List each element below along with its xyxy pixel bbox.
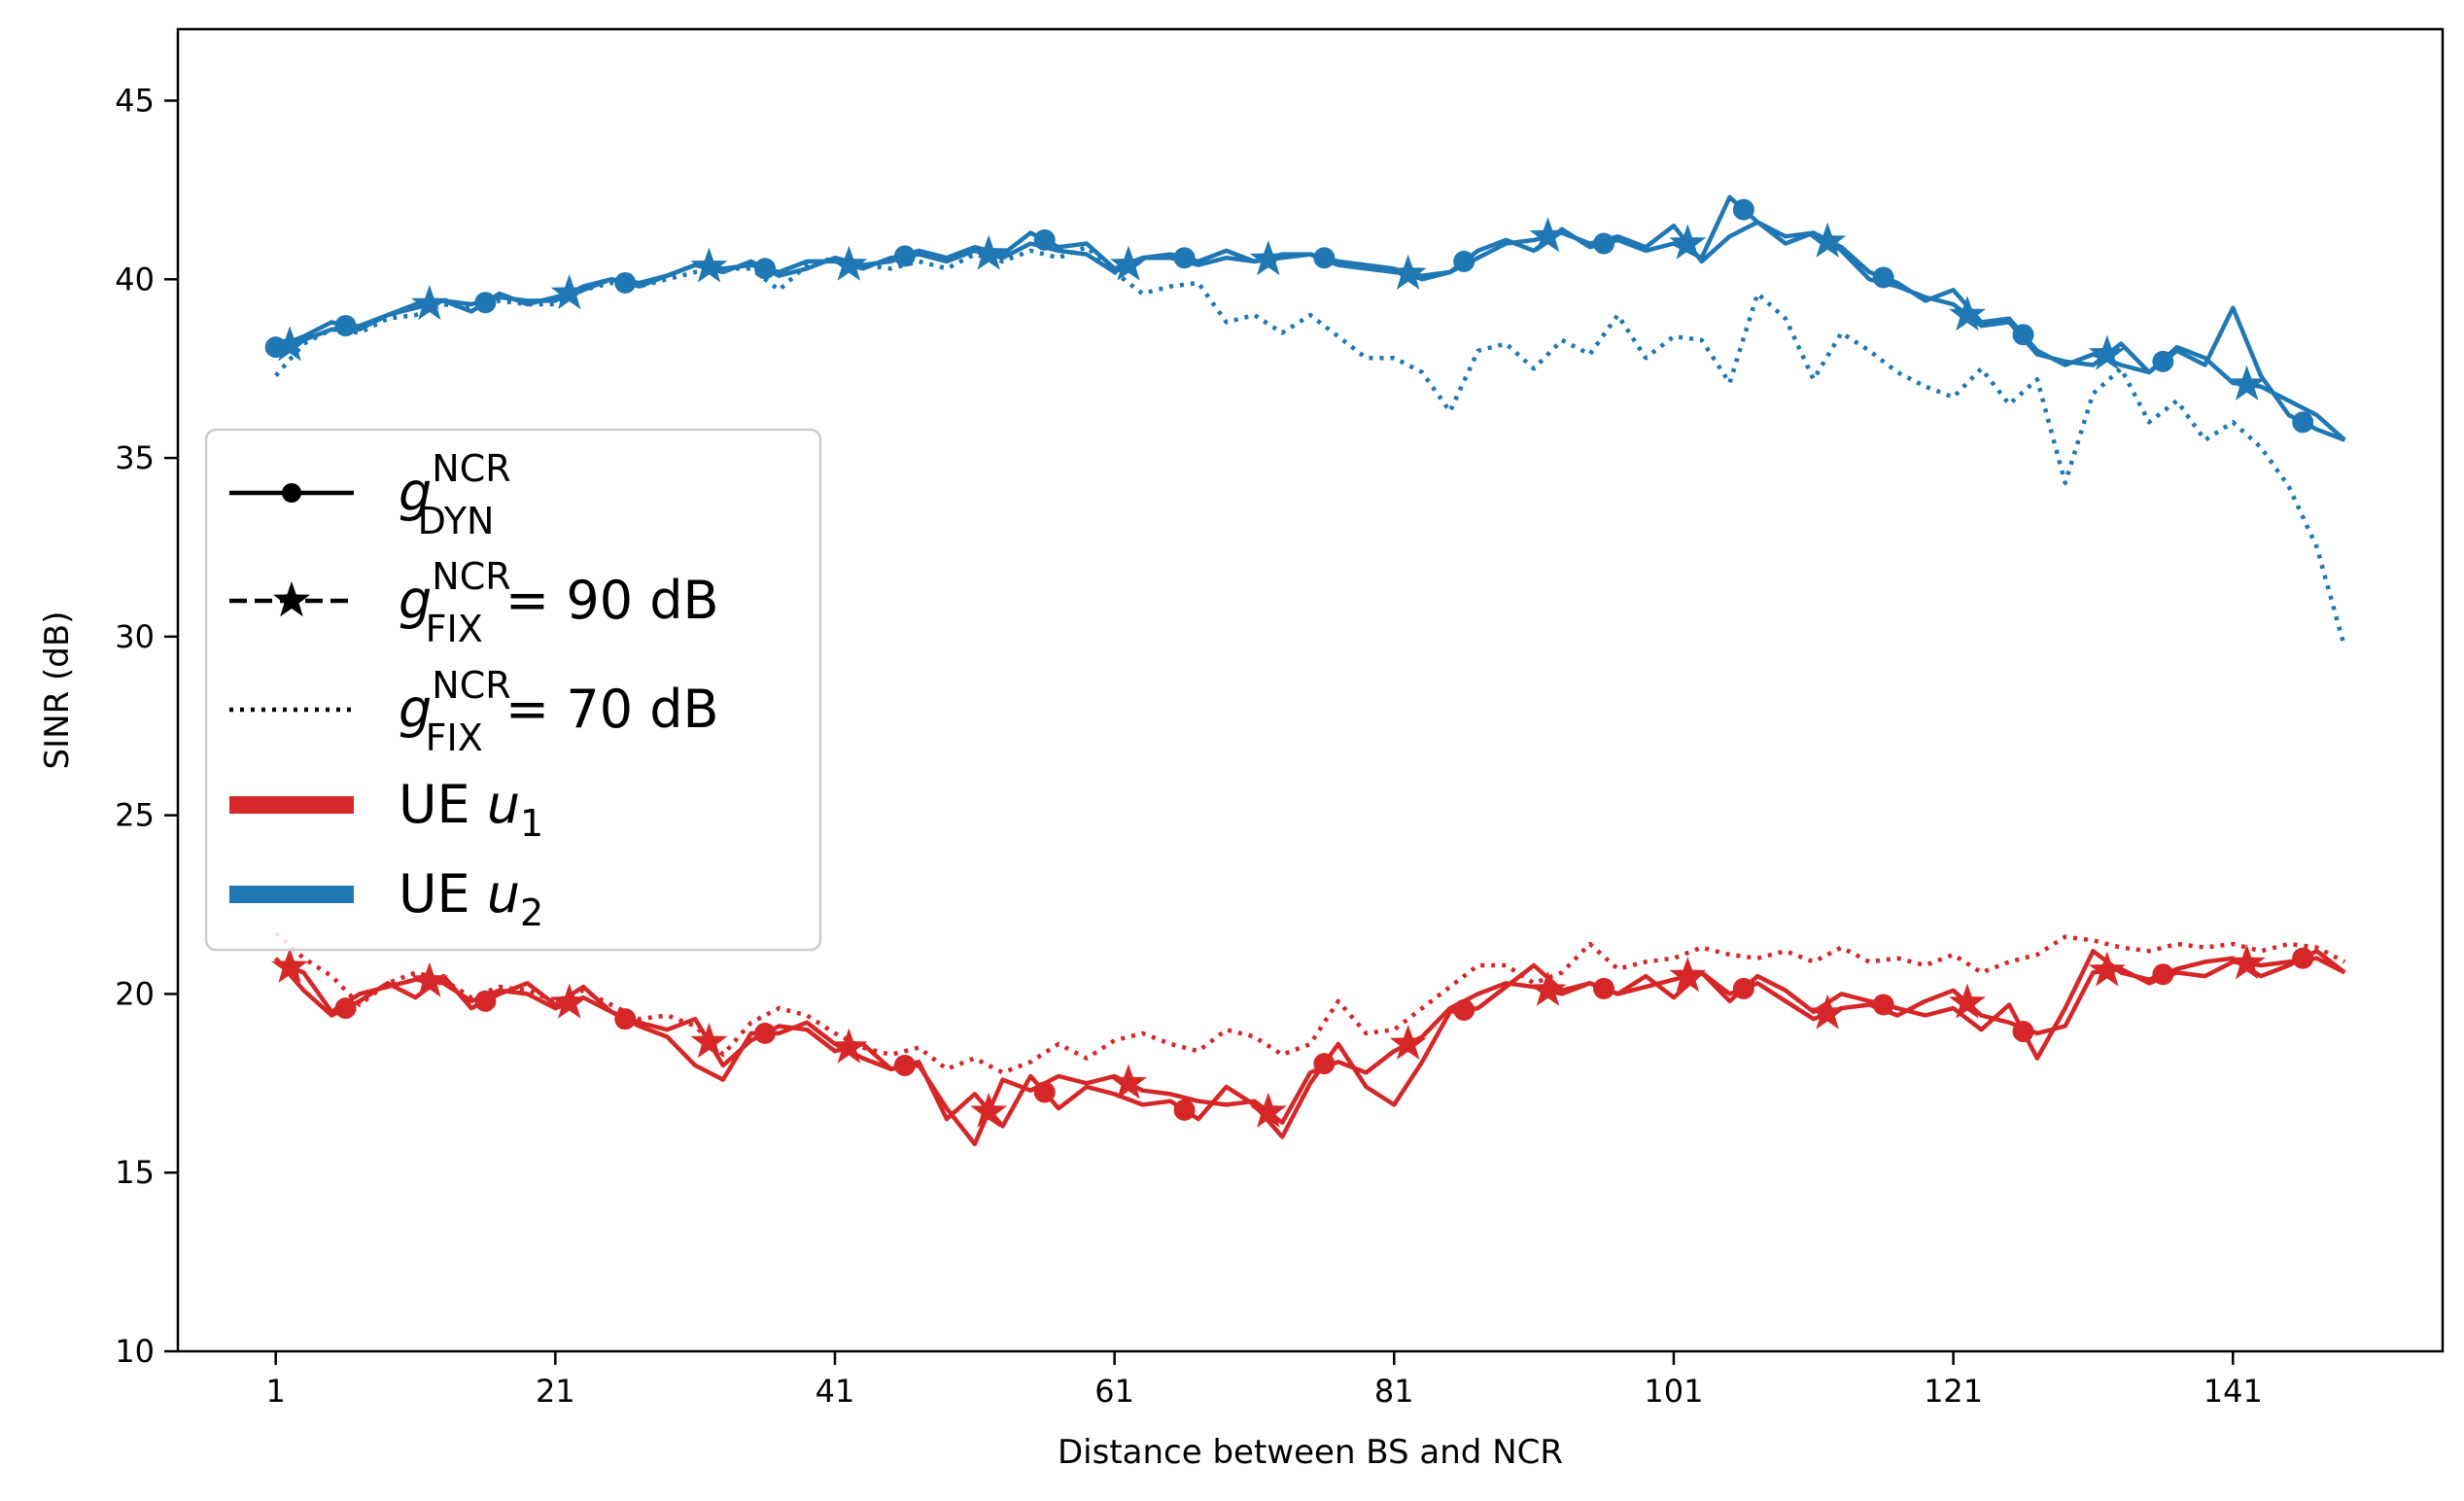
data-point-star-u1 <box>410 961 448 997</box>
y-tick-label: 10 <box>115 1333 155 1370</box>
y-tick-label: 35 <box>115 439 155 476</box>
x-tick-label: 41 <box>816 1373 855 1410</box>
legend-u1-label: UE u1 <box>399 774 543 845</box>
data-point-star-u2 <box>550 274 588 310</box>
series-line-u1-none <box>274 931 2346 1075</box>
x-tick-label: 81 <box>1374 1373 1414 1410</box>
series-line-u2-none <box>274 244 2347 648</box>
data-point-star-u1 <box>550 983 588 1019</box>
data-point-star-u1 <box>1249 1092 1287 1128</box>
data-point-star-u1 <box>1949 983 1986 1019</box>
data-point-star-u2 <box>970 234 1008 270</box>
legend-fix90-label: gNCR FIX = 90 dB <box>399 555 719 650</box>
data-point-star-u1 <box>2228 944 2266 980</box>
data-point-star-u1 <box>690 1023 728 1059</box>
y-tick-label: 20 <box>115 975 155 1012</box>
data-point-star-u2 <box>410 285 448 321</box>
y-tick-label: 15 <box>115 1154 155 1191</box>
series-line-u1-star <box>274 956 2346 1147</box>
data-point-star-u2 <box>2228 365 2266 401</box>
data-point-star-u2 <box>271 326 309 362</box>
data-point-star-u2 <box>1389 254 1427 290</box>
legend-box <box>204 428 822 952</box>
legend-fix90-star-marker <box>273 581 310 617</box>
y-tick-label: 40 <box>115 261 155 297</box>
data-point-star-u1 <box>1529 970 1567 1006</box>
y-tick-label: 30 <box>115 618 155 655</box>
data-point-star-u2 <box>1249 240 1287 276</box>
y-tick-label: 25 <box>115 797 155 834</box>
x-tick-label: 1 <box>265 1373 285 1410</box>
data-point-star-u1 <box>1110 1064 1147 1100</box>
data-point-star-u1 <box>1669 957 1707 993</box>
data-point-circle-u2 <box>2292 411 2314 434</box>
data-point-circle-u1 <box>1173 1099 1196 1121</box>
y-tick-label: 45 <box>115 83 155 120</box>
legend-dyn-label: gNCR DYN <box>399 447 511 542</box>
data-point-star-u2 <box>1669 224 1707 260</box>
data-point-circle-u2 <box>1732 198 1754 221</box>
data-point-star-u2 <box>1110 245 1147 281</box>
data-point-circle-u1 <box>334 997 357 1020</box>
x-tick-label: 141 <box>2204 1373 2263 1410</box>
x-tick-label: 101 <box>1644 1373 1703 1410</box>
data-point-star-u1 <box>970 1092 1008 1128</box>
x-tick-label: 61 <box>1094 1373 1134 1410</box>
data-point-star-u1 <box>830 1028 868 1064</box>
data-point-star-u2 <box>2088 334 2126 370</box>
x-tick-label: 21 <box>536 1373 575 1410</box>
legend-u2-label: UE u2 <box>399 863 543 934</box>
data-point-star-u1 <box>1809 994 1847 1030</box>
data-point-star-u2 <box>1809 222 1847 258</box>
plot-frame <box>176 27 2445 1353</box>
x-tick-label: 121 <box>1924 1373 1983 1410</box>
x-axis-label: Distance between BS and NCR <box>1058 1433 1563 1472</box>
data-point-star-u2 <box>1529 217 1567 253</box>
data-point-star-u1 <box>271 947 309 983</box>
y-axis-label: SINR (dB) <box>38 611 77 770</box>
data-point-star-u2 <box>690 247 728 283</box>
data-point-star-u2 <box>1949 296 1986 332</box>
series-layer <box>264 194 2347 1147</box>
data-point-star-u1 <box>1389 1024 1427 1061</box>
legend: gNCR DYN gNCR FIX = 90 dB gNCR FIX = 70 dB … <box>204 428 822 952</box>
data-point-star-u1 <box>2088 951 2126 987</box>
legend-fix70-label: gNCR FIX = 70 dB <box>399 664 719 759</box>
series-line-u2-star <box>274 220 2346 442</box>
legend-dyn-circle-marker <box>282 483 301 503</box>
